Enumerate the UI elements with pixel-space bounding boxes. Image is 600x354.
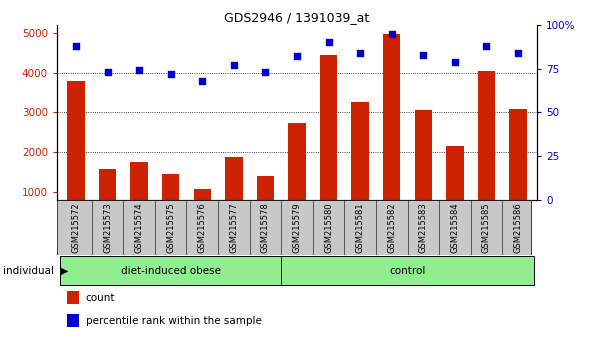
Title: GDS2946 / 1391039_at: GDS2946 / 1391039_at: [224, 11, 370, 24]
Bar: [289, 123, 305, 200]
Bar: [509, 109, 527, 200]
Point: [387, 31, 397, 36]
Text: GSM215582: GSM215582: [387, 202, 396, 253]
Bar: [67, 291, 79, 304]
Point: [355, 50, 365, 56]
Bar: [281, 256, 534, 285]
Text: count: count: [86, 293, 115, 303]
Text: GSM215578: GSM215578: [261, 202, 270, 253]
Point: [292, 53, 302, 59]
Point: [197, 78, 207, 84]
Point: [324, 39, 334, 45]
Point: [229, 62, 239, 68]
Text: GSM215573: GSM215573: [103, 202, 112, 253]
Text: GSM215586: GSM215586: [514, 202, 523, 253]
Point: [450, 59, 460, 64]
Point: [419, 52, 428, 57]
Text: GSM215585: GSM215585: [482, 202, 491, 253]
Text: GSM215574: GSM215574: [134, 202, 143, 253]
Point: [482, 43, 491, 48]
Text: GSM215577: GSM215577: [229, 202, 238, 253]
Point: [134, 68, 144, 73]
Bar: [130, 162, 148, 200]
Point: [513, 50, 523, 56]
Text: GSM215575: GSM215575: [166, 202, 175, 253]
Text: percentile rank within the sample: percentile rank within the sample: [86, 316, 262, 326]
Bar: [60, 256, 281, 285]
Text: GSM215580: GSM215580: [324, 202, 333, 253]
Text: GSM215572: GSM215572: [71, 202, 80, 253]
Bar: [67, 81, 85, 200]
Point: [260, 69, 270, 75]
Text: diet-induced obese: diet-induced obese: [121, 266, 221, 276]
Point: [166, 71, 175, 77]
Text: GSM215583: GSM215583: [419, 202, 428, 253]
Bar: [225, 158, 242, 200]
Bar: [446, 146, 464, 200]
Point: [103, 69, 112, 75]
Text: control: control: [389, 266, 426, 276]
Bar: [194, 189, 211, 200]
Text: individual  ▶: individual ▶: [3, 266, 68, 276]
Bar: [320, 56, 337, 200]
Bar: [162, 174, 179, 200]
Bar: [478, 70, 495, 200]
Text: GSM215581: GSM215581: [356, 202, 365, 253]
Bar: [257, 176, 274, 200]
Bar: [99, 169, 116, 200]
Bar: [415, 110, 432, 200]
Text: GSM215576: GSM215576: [198, 202, 207, 253]
Bar: [352, 102, 369, 200]
Bar: [383, 34, 400, 200]
Text: GSM215584: GSM215584: [451, 202, 460, 253]
Bar: [67, 314, 79, 327]
Text: GSM215579: GSM215579: [293, 202, 302, 253]
Point: [71, 43, 81, 48]
